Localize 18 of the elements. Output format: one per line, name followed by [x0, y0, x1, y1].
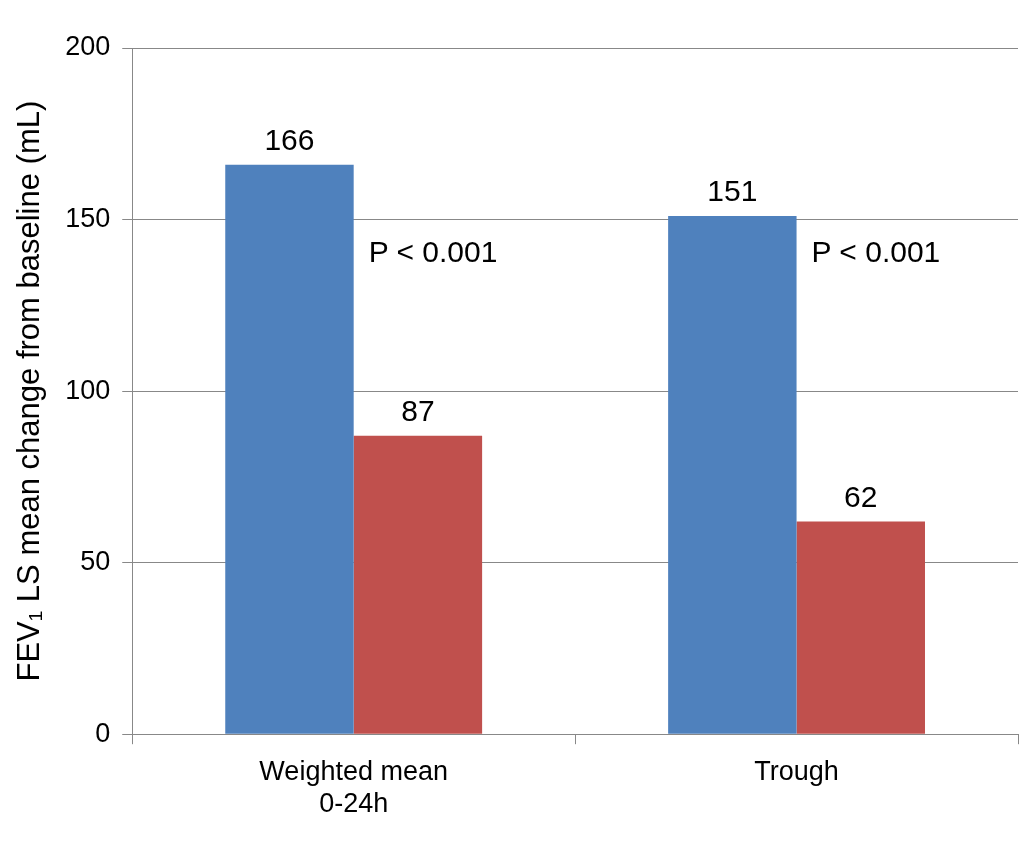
x-tick-label: Trough: [754, 755, 839, 786]
annotation: P < 0.001: [811, 235, 941, 269]
bar: [225, 164, 354, 734]
y-tick-label: 200: [65, 31, 111, 62]
data-label: 151: [707, 174, 758, 208]
data-label: 62: [844, 479, 878, 513]
bar: [796, 521, 925, 734]
y-tick-label: 150: [65, 203, 111, 233]
data-label: 166: [264, 122, 315, 156]
annotation: P < 0.001: [368, 235, 498, 269]
x-tick-label: Weighted mean 0-24h: [259, 755, 448, 819]
y-tick-label: 100: [65, 374, 111, 405]
data-label: 87: [401, 393, 435, 427]
bar: [668, 216, 797, 734]
y-tick-label: 0: [95, 717, 111, 748]
y-axis-title: FEV₁ LS mean change from baseline (mL): [11, 100, 47, 682]
bar: [353, 435, 483, 734]
y-tick-label: 50: [80, 546, 111, 577]
